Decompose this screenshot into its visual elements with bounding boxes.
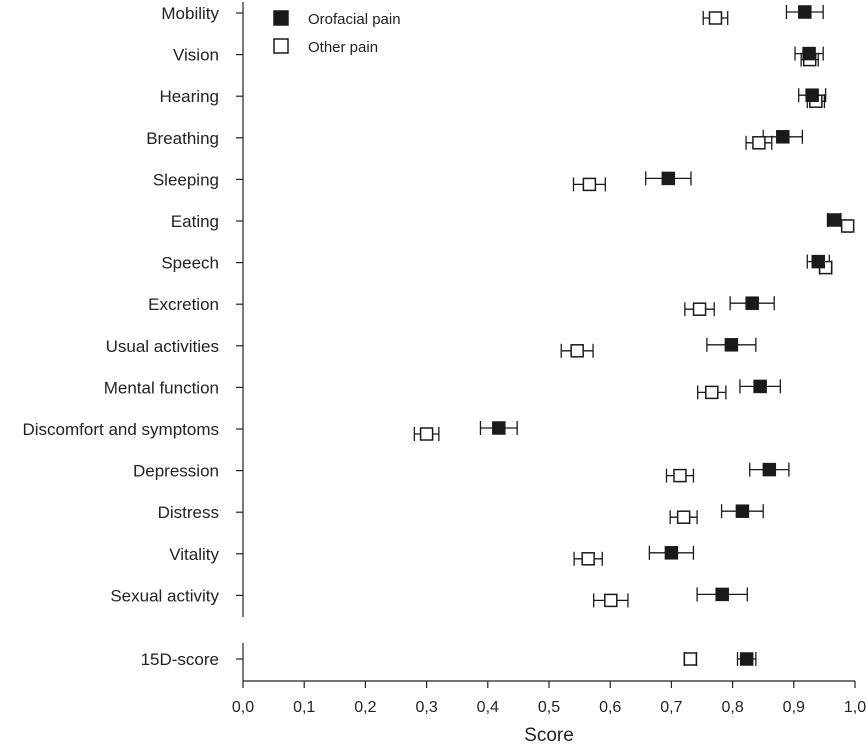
orofacial-pain-point xyxy=(664,546,679,560)
orofacial-pain-point xyxy=(805,88,819,102)
x-tick-label: 0,0 xyxy=(232,699,254,716)
legend-swatch-other xyxy=(273,38,289,54)
category-label: Distress xyxy=(158,503,219,522)
other-pain-point xyxy=(570,344,584,358)
orofacial-pain-point xyxy=(798,5,812,19)
orofacial-pain-point xyxy=(735,504,750,518)
x-axis-title: Score xyxy=(524,725,574,746)
other-pain-point xyxy=(582,177,597,192)
orofacial-pain-point xyxy=(802,46,816,61)
category-label: Usual activities xyxy=(106,337,219,356)
other-pain-point xyxy=(673,468,687,483)
category-label: Sexual activity xyxy=(110,586,219,605)
orofacial-pain-point xyxy=(811,254,826,269)
x-tick-label: 0,3 xyxy=(415,699,437,716)
other-pain-point xyxy=(604,593,618,608)
x-tick-label: 0,1 xyxy=(293,699,315,716)
orofacial-pain-point xyxy=(661,171,676,186)
x-tick-label: 0,2 xyxy=(354,699,376,716)
category-label: Discomfort and symptoms xyxy=(23,420,220,439)
other-pain-point xyxy=(752,136,766,150)
category-label: Vitality xyxy=(169,545,219,564)
legend-label-other: Other pain xyxy=(308,39,378,56)
category-label: Hearing xyxy=(159,87,219,106)
orofacial-pain-point xyxy=(762,462,777,477)
x-tick-label: 0,4 xyxy=(477,699,499,716)
x-tick-label: 0,7 xyxy=(660,699,682,716)
orofacial-pain-point xyxy=(827,213,841,227)
category-label: Depression xyxy=(133,462,219,481)
x-tick-label: 0,9 xyxy=(783,699,805,716)
category-label: Excretion xyxy=(148,295,219,314)
orofacial-pain-point xyxy=(715,587,729,602)
orofacial-pain-point xyxy=(724,338,739,352)
legend-swatch-orofacial xyxy=(273,10,289,26)
category-label: Speech xyxy=(161,254,219,273)
category-label: Mobility xyxy=(161,4,219,23)
other-pain-point xyxy=(676,510,691,524)
x-tick-label: 0,5 xyxy=(538,699,560,716)
other-pain-point xyxy=(692,302,707,316)
orofacial-pain-point xyxy=(776,130,790,144)
x-tick-label: 1,0 xyxy=(844,699,866,716)
other-pain-point xyxy=(683,652,698,666)
x-tick-label: 0,8 xyxy=(721,699,743,716)
category-label: Eating xyxy=(171,212,219,231)
category-label: Mental function xyxy=(104,378,219,397)
category-label-summary: 15D-score xyxy=(141,650,219,669)
x-tick-label: 0,6 xyxy=(599,699,621,716)
orofacial-pain-point xyxy=(753,379,767,394)
other-pain-point xyxy=(581,552,595,566)
orofacial-pain-point xyxy=(492,421,506,435)
legend-label-orofacial: Orofacial pain xyxy=(308,11,401,28)
orofacial-pain-point xyxy=(745,296,759,310)
other-pain-point xyxy=(705,385,719,400)
other-pain-point xyxy=(419,427,434,441)
category-label: Sleeping xyxy=(153,170,219,189)
other-pain-point xyxy=(708,11,723,25)
category-label: Vision xyxy=(173,46,219,65)
other-pain-point xyxy=(840,219,855,233)
category-label: Breathing xyxy=(146,129,219,148)
orofacial-pain-point xyxy=(739,652,754,666)
